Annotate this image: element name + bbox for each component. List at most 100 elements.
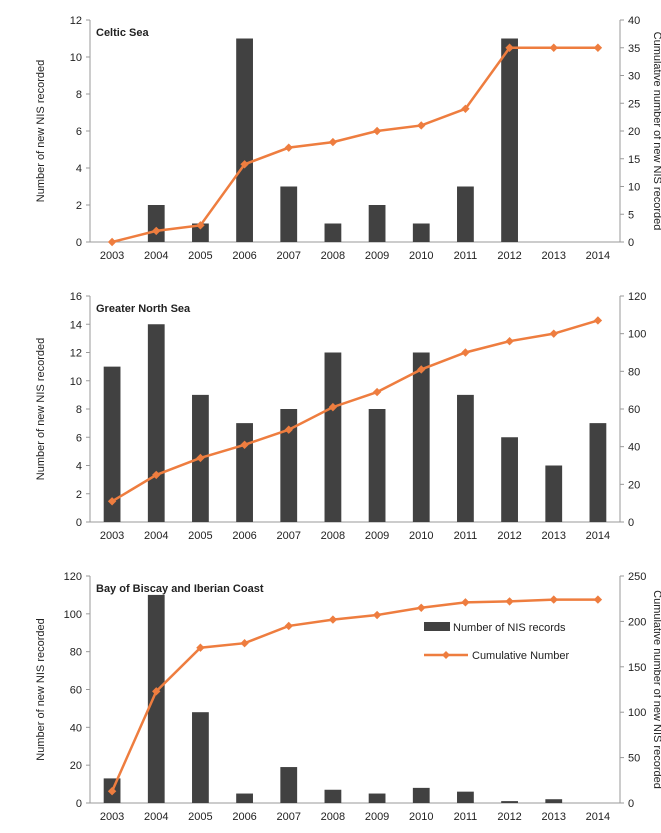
line-marker (593, 316, 603, 325)
bar (368, 205, 386, 242)
line-marker (152, 226, 161, 236)
bar (545, 465, 563, 522)
x-tick-label: 2006 (232, 250, 256, 262)
y2-tick-label: 40 (628, 442, 640, 454)
y2-tick-label: 5 (628, 209, 634, 221)
x-tick-label: 2007 (277, 811, 301, 823)
y2-tick-label: 20 (628, 479, 640, 491)
line-marker (107, 497, 117, 506)
cumulative-line (111, 46, 598, 244)
y-tick-label: 4 (76, 163, 82, 175)
y2-tick-label: 100 (628, 707, 646, 719)
x-tick-label: 2013 (542, 250, 566, 262)
bar (192, 712, 209, 803)
bar (412, 787, 430, 803)
y2-tick-label: 200 (628, 616, 646, 628)
y-axis-label: Number of new NIS recorded (35, 618, 47, 760)
x-tick-label: 2011 (454, 250, 478, 262)
bar (501, 38, 518, 242)
y-tick-label: 60 (70, 685, 82, 697)
bar (324, 352, 342, 522)
y2-tick-label: 0 (628, 237, 634, 249)
x-tick-label: 2009 (365, 811, 389, 823)
y-tick-label: 0 (76, 517, 82, 529)
x-tick-label: 2005 (188, 811, 212, 823)
bar (324, 789, 342, 803)
x-tick-label: 2012 (497, 530, 521, 542)
line-marker (417, 603, 426, 612)
y-tick-label: 2 (76, 489, 82, 501)
x-tick-label: 2014 (586, 530, 610, 542)
y-tick-label: 0 (76, 798, 82, 810)
y2-tick-label: 35 (628, 43, 640, 55)
panel-title: Greater North Sea (96, 303, 191, 315)
bar (589, 423, 607, 522)
y-tick-label: 10 (70, 52, 82, 64)
bar (324, 223, 342, 242)
y2-tick-label: 0 (628, 517, 634, 529)
bar (412, 352, 430, 522)
line-marker (505, 337, 514, 346)
line-marker (461, 598, 470, 607)
x-tick-label: 2006 (232, 530, 256, 542)
y-tick-label: 0 (76, 237, 82, 249)
x-tick-label: 2008 (321, 250, 345, 262)
legend-bar-label: Number of NIS records (453, 622, 566, 634)
bar (280, 186, 298, 242)
y-tick-label: 10 (70, 376, 82, 388)
line-marker (549, 595, 558, 604)
y-tick-label: 100 (64, 609, 82, 621)
x-tick-label: 2013 (542, 811, 566, 823)
y2-tick-label: 120 (628, 291, 646, 303)
bar (147, 205, 165, 242)
line-marker (240, 160, 249, 169)
line-marker (549, 43, 558, 52)
legend-bar-swatch (424, 622, 450, 631)
line-marker (461, 104, 470, 113)
chart-panel-3: 0 20 40 60 80 100 120 0 50 100 150 200 250 2003 2004 20… (35, 571, 661, 823)
y-axis-label: Number of new NIS recorded (35, 338, 47, 480)
line-marker (240, 440, 249, 449)
line-marker (284, 143, 293, 152)
x-tick-label: 2007 (277, 530, 301, 542)
y2-tick-label: 40 (628, 15, 640, 27)
y-tick-label: 12 (70, 348, 82, 360)
line-marker (549, 329, 558, 338)
bar (192, 223, 209, 242)
bar (236, 38, 253, 242)
y2-tick-label: 20 (628, 126, 640, 138)
x-tick-label: 2009 (365, 250, 389, 262)
line-marker (196, 221, 205, 230)
line-marker (328, 615, 338, 624)
y2-axis-label: Cumulative number of new NIS recorded (651, 590, 661, 789)
y2-tick-label: 100 (628, 329, 646, 341)
y2-tick-label: 60 (628, 404, 640, 416)
x-tick-label: 2012 (497, 250, 521, 262)
y-tick-label: 80 (70, 647, 82, 659)
legend-line-label: Cumulative Number (472, 650, 570, 662)
y2-axis-label: Cumulative number of new NIS recorded (651, 32, 661, 231)
chart-panel-2: 0 2 4 6 8 10 12 14 16 0 20 40 60 80 100 120 2003 2004 2005… (35, 291, 646, 542)
y-tick-label: 2 (76, 200, 82, 212)
y-tick-label: 8 (76, 404, 82, 416)
y-tick-label: 6 (76, 126, 82, 138)
line-marker (417, 365, 426, 374)
line-marker (240, 638, 249, 648)
x-tick-label: 2005 (188, 530, 212, 542)
x-tick-label: 2008 (321, 530, 345, 542)
line-marker (107, 237, 117, 247)
x-tick-label: 2011 (454, 811, 478, 823)
chart-panel-1: 0 2 4 6 8 10 12 0 5 10 15 20 25 30 35 40 2003 2004 2005 200… (35, 15, 661, 262)
y-axis-label: Number of new NIS recorded (35, 60, 47, 202)
legend-line-marker (442, 651, 450, 659)
line-marker (284, 621, 293, 631)
bar (236, 423, 253, 522)
line-marker (107, 786, 117, 796)
line-marker (152, 470, 161, 480)
y-tick-label: 40 (70, 722, 82, 734)
y-tick-label: 4 (76, 461, 82, 473)
x-tick-label: 2003 (100, 530, 124, 542)
y-tick-label: 14 (70, 319, 82, 331)
bar (545, 799, 563, 803)
